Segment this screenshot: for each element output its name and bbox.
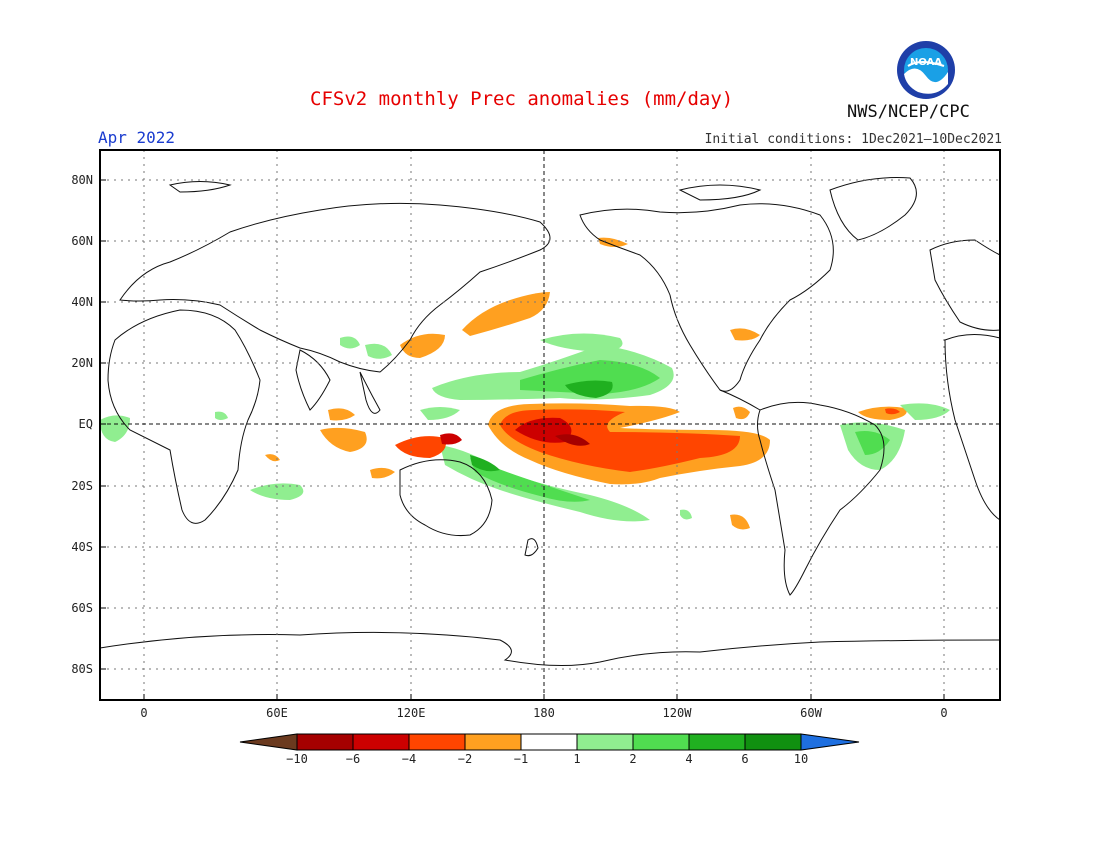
equator-dateline	[100, 150, 1000, 700]
colorbar-label-7: 4	[685, 752, 692, 766]
lat-label-20s: 20S	[71, 479, 93, 493]
lon-label-2: 120E	[397, 706, 426, 720]
colorbar-swatch-2	[352, 733, 410, 751]
colorbar-label-8: 6	[741, 752, 748, 766]
colorbar-label-2: −4	[402, 752, 416, 766]
logo-text: NOAA	[910, 57, 942, 68]
longitude-labels: 0 60E 120E 180 120W 60W 0	[140, 694, 948, 720]
lat-label-80s: 80S	[71, 662, 93, 676]
colorbar-label-3: −2	[458, 752, 472, 766]
lon-label-1: 60E	[266, 706, 288, 720]
colorbar-label-9: 10	[794, 752, 808, 766]
lat-label-60n: 60N	[71, 234, 93, 248]
initial-conditions: Initial conditions: 1Dec2021—10Dec2021	[704, 132, 1002, 147]
forecast-month: Apr 2022	[98, 128, 176, 147]
graticule	[100, 150, 1000, 700]
colorbar-swatch-4	[464, 733, 522, 751]
colorbar-arrow-low	[239, 733, 298, 751]
lat-label-80n: 80N	[71, 173, 93, 187]
lat-label-eq: EQ	[79, 417, 93, 431]
lat-label-60s: 60S	[71, 601, 93, 615]
lat-label-40n: 40N	[71, 295, 93, 309]
colorbar-swatch-6	[576, 733, 634, 751]
lon-label-3: 180	[533, 706, 555, 720]
map-frame	[99, 149, 1001, 701]
colorbar-arrow-high	[800, 733, 860, 751]
lon-label-6: 0	[940, 706, 947, 720]
lon-label-5: 60W	[800, 706, 822, 720]
colorbar-label-1: −6	[346, 752, 360, 766]
lon-label-0: 0	[140, 706, 147, 720]
colorbar-label-5: 1	[573, 752, 580, 766]
colorbar-label-0: −10	[286, 752, 308, 766]
colorbar-swatch-5	[520, 733, 578, 751]
colorbar-swatch-9	[744, 733, 802, 751]
colorbar-swatch-3	[408, 733, 466, 751]
agency-label: NWS/NCEP/CPC	[847, 102, 970, 122]
lat-label-20n: 20N	[71, 356, 93, 370]
colorbar: −10 −6 −4 −2 −1 1 2 4 6 10	[239, 733, 860, 766]
lat-label-40s: 40S	[71, 540, 93, 554]
colorbar-swatch-8	[688, 733, 746, 751]
colorbar-swatch-1	[296, 733, 354, 751]
coastlines	[99, 177, 1001, 667]
map-title: CFSv2 monthly Prec anomalies (mm/day)	[310, 88, 734, 110]
colorbar-label-4: −1	[514, 752, 528, 766]
noaa-logo: NOAA	[897, 41, 955, 99]
latitude-labels: 80N 60N 40N 20N EQ 20S 40S 60S 80S	[71, 173, 106, 676]
lon-label-4: 120W	[663, 706, 693, 720]
colorbar-swatch-7	[632, 733, 690, 751]
colorbar-label-6: 2	[629, 752, 636, 766]
